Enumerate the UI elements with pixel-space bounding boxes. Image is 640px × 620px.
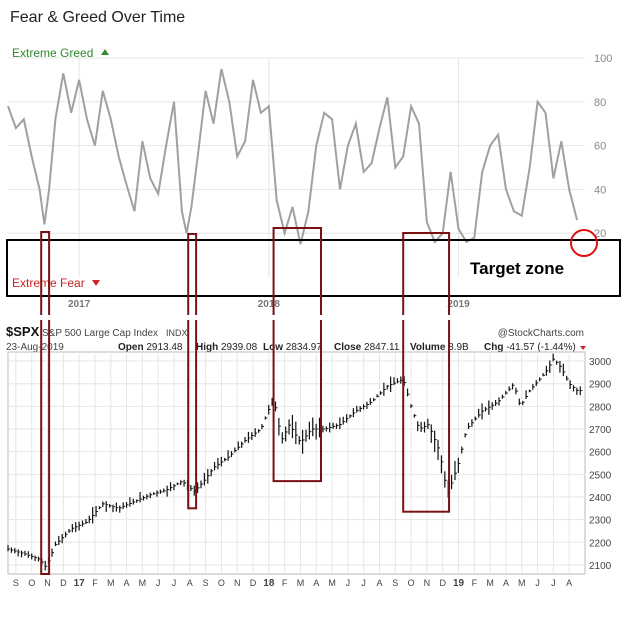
spx-month-label-16: 18 [263,578,275,589]
spx-y-tick-2200: 2200 [589,538,612,549]
spx-month-label-4: 17 [74,578,86,589]
box-nov-2016-upper [40,231,51,315]
spx-month-label-29: F [472,578,478,588]
box-aug-2017-upper [187,233,198,315]
spx-exchange: INDX [166,328,188,338]
spx-month-label-22: J [361,578,366,588]
box-aug-2017 [187,320,198,510]
box-feb-apr-2018-upper [272,227,323,315]
spx-high-text: High 2939.08 [196,342,258,353]
spx-panel: $SPX S&P 500 Large Cap Index INDX @StockCha… [6,320,612,589]
spx-month-label-7: A [124,578,130,588]
spx-y-tick-2400: 2400 [589,493,612,504]
spx-chg-text: Chg -41.57 (-1.44%) [484,342,576,353]
spx-y-tick-2100: 2100 [589,561,612,572]
spx-source: @StockCharts.com [498,328,584,339]
triangle-down-icon [92,280,100,286]
target-zone-label: Target zone [470,259,564,278]
fg-y-tick-60: 60 [594,141,606,153]
spx-month-label-9: J [156,578,161,588]
spx-month-label-17: F [282,578,288,588]
spx-month-label-32: M [518,578,526,588]
spx-month-label-35: A [566,578,572,588]
target-zone-box [6,239,621,297]
spx-y-tick-2900: 2900 [589,380,612,391]
spx-plot-frame [7,351,586,575]
spx-month-label-33: J [535,578,540,588]
spx-close-label: Close [334,342,364,353]
spx-y-tick-3000: 3000 [589,357,612,368]
spx-close-value: 2847.11 [364,342,400,353]
fg-y-tick-20: 20 [594,228,606,240]
fg-y-tick-40: 40 [594,184,606,196]
spx-chg-value: -41.57 (-1.44%) [506,342,575,353]
spx-month-label-18: M [297,578,305,588]
fg-y-tick-100: 100 [594,53,612,65]
spx-month-label-28: 19 [453,578,465,589]
spx-month-label-5: F [92,578,98,588]
spx-symbol: $SPX [6,324,40,339]
spx-open-text: Open 2913.48 [118,342,183,353]
spx-month-label-1: O [28,578,35,588]
spx-month-label-19: A [313,578,319,588]
fg-year-label-2018: 2018 [258,299,281,310]
box-oct-dec-2018 [402,320,451,513]
spx-y-tick-2300: 2300 [589,516,612,527]
spx-month-label-8: M [139,578,147,588]
spx-chg-label: Chg [484,342,506,353]
chg-down-icon [580,346,586,350]
spx-month-label-21: J [346,578,351,588]
spx-date: 23-Aug-2019 [6,342,64,353]
spx-y-tick-2500: 2500 [589,470,612,481]
spx-high-label: High [196,342,221,353]
triangle-up-icon [101,49,109,55]
box-feb-apr-2018 [272,320,323,483]
box-oct-dec-2018-upper [402,232,451,315]
fg-series-line [7,68,579,245]
spx-month-label-13: O [218,578,225,588]
spx-month-label-2: N [44,578,51,588]
spx-price-bars [7,353,583,571]
spx-month-label-0: S [13,578,19,588]
spx-index-name: S&P 500 Large Cap Index [42,328,158,339]
spx-month-label-30: M [486,578,494,588]
spx-month-label-26: N [424,578,431,588]
spx-high-value: 2939.08 [221,342,258,353]
spx-volume-value: 8.9B [448,342,469,353]
spx-month-label-27: D [439,578,446,588]
spx-month-label-23: A [376,578,382,588]
spx-month-label-31: A [503,578,509,588]
spx-close-text: Close 2847.11 [334,342,400,353]
spx-month-label-10: J [172,578,177,588]
spx-y-tick-2600: 2600 [589,448,612,459]
fg-year-label-2017: 2017 [68,299,91,310]
spx-low-text: Low 2834.97 [263,342,322,353]
fg-y-tick-80: 80 [594,97,606,109]
spx-month-label-15: D [250,578,257,588]
spx-volume-label: Volume [410,342,448,353]
spx-month-label-24: S [392,578,398,588]
spx-month-label-25: O [408,578,415,588]
extreme-greed-label: Extreme Greed [12,46,93,60]
spx-y-tick-2700: 2700 [589,425,612,436]
chart-title: Fear & Greed Over Time [10,9,186,26]
spx-low-value: 2834.97 [286,342,323,353]
spx-y-tick-2800: 2800 [589,402,612,413]
box-nov-2016 [40,320,51,575]
spx-month-label-20: M [328,578,336,588]
spx-month-label-34: J [551,578,556,588]
spx-open-label: Open [118,342,146,353]
spx-month-label-11: A [187,578,193,588]
spx-month-label-12: S [203,578,209,588]
latest-reading-circle [570,229,598,257]
spx-month-label-14: N [234,578,241,588]
spx-month-label-3: D [60,578,67,588]
fg-year-label-2019: 2019 [447,299,470,310]
spx-open-value: 2913.48 [146,342,183,353]
spx-month-label-6: M [107,578,115,588]
spx-volume-text: Volume 8.9B [410,342,469,353]
